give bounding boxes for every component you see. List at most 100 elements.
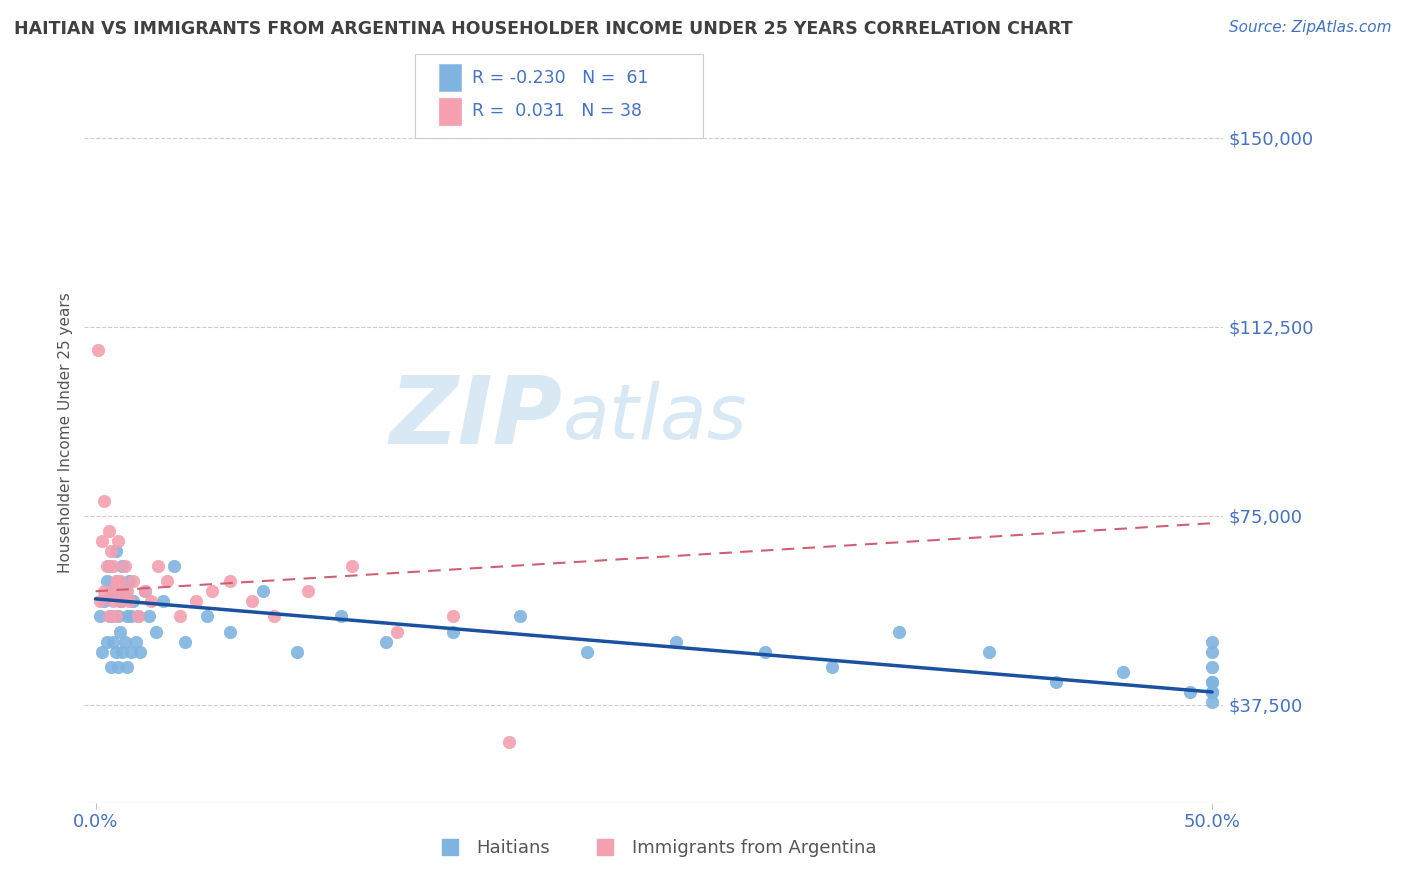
Point <box>146 559 169 574</box>
Point <box>100 584 122 599</box>
Point <box>134 584 156 599</box>
Point <box>127 609 149 624</box>
Point <box>195 609 218 624</box>
Point <box>107 574 129 589</box>
Text: R =  0.031   N = 38: R = 0.031 N = 38 <box>472 103 643 120</box>
Point <box>103 559 125 574</box>
Point <box>118 574 141 589</box>
Point <box>1201 660 1223 674</box>
Point <box>120 609 142 624</box>
Point <box>575 645 598 659</box>
Point <box>218 624 240 639</box>
Point <box>96 574 118 589</box>
Point <box>184 594 207 608</box>
Point <box>91 533 114 548</box>
Point <box>122 574 145 589</box>
Point <box>89 609 111 624</box>
Point <box>114 559 136 574</box>
Point <box>1201 674 1223 689</box>
Text: atlas: atlas <box>562 381 747 455</box>
Point <box>107 584 129 599</box>
Point <box>173 634 195 648</box>
Point <box>97 524 120 538</box>
Point <box>330 609 353 624</box>
Point <box>96 634 118 648</box>
Point <box>145 624 167 639</box>
Point <box>1201 685 1223 699</box>
Point <box>108 574 131 589</box>
Point <box>385 624 408 639</box>
Point <box>104 574 127 589</box>
Point <box>977 645 1000 659</box>
Text: R = -0.230   N =  61: R = -0.230 N = 61 <box>472 69 650 87</box>
Point <box>97 559 120 574</box>
Point <box>103 634 125 648</box>
Point <box>134 584 156 599</box>
Point <box>93 594 115 608</box>
Point <box>218 574 240 589</box>
Point <box>1045 674 1067 689</box>
Point <box>498 735 520 749</box>
Point <box>111 645 134 659</box>
Point <box>1178 685 1201 699</box>
Point <box>252 584 274 599</box>
Point <box>263 609 285 624</box>
Point <box>754 645 776 659</box>
Point <box>120 645 142 659</box>
Point <box>342 559 364 574</box>
Point <box>91 645 114 659</box>
Point <box>104 645 127 659</box>
Point <box>1201 674 1223 689</box>
Text: HAITIAN VS IMMIGRANTS FROM ARGENTINA HOUSEHOLDER INCOME UNDER 25 YEARS CORRELATI: HAITIAN VS IMMIGRANTS FROM ARGENTINA HOU… <box>14 20 1073 37</box>
Point <box>285 645 308 659</box>
Point <box>103 594 125 608</box>
Text: Source: ZipAtlas.com: Source: ZipAtlas.com <box>1229 20 1392 35</box>
Point <box>100 609 122 624</box>
Point <box>100 660 122 674</box>
Point <box>111 559 134 574</box>
Point <box>201 584 224 599</box>
Point <box>1112 665 1135 679</box>
Point <box>108 624 131 639</box>
Point <box>107 609 129 624</box>
Point <box>115 609 138 624</box>
Point <box>114 634 136 648</box>
Point <box>122 594 145 608</box>
Point <box>374 634 396 648</box>
Point <box>127 609 149 624</box>
Point <box>138 609 160 624</box>
Point <box>129 645 152 659</box>
Point <box>1201 634 1223 648</box>
Point <box>141 594 163 608</box>
Point <box>114 584 136 599</box>
Point <box>509 609 531 624</box>
Point <box>441 609 464 624</box>
Point <box>115 660 138 674</box>
Text: ZIP: ZIP <box>389 372 562 464</box>
Point <box>104 609 127 624</box>
Point <box>156 574 179 589</box>
Point <box>97 609 120 624</box>
Legend: Haitians, Immigrants from Argentina: Haitians, Immigrants from Argentina <box>425 831 883 864</box>
Point <box>104 544 127 558</box>
Point <box>93 584 115 599</box>
Point <box>441 624 464 639</box>
Point <box>100 544 122 558</box>
Point <box>93 493 115 508</box>
Point <box>108 594 131 608</box>
Point <box>163 559 186 574</box>
Y-axis label: Householder Income Under 25 years: Householder Income Under 25 years <box>58 293 73 573</box>
Point <box>1201 685 1223 699</box>
Point <box>152 594 174 608</box>
Point <box>107 533 129 548</box>
Point <box>89 594 111 608</box>
Point <box>1201 695 1223 709</box>
Point <box>125 634 148 648</box>
Point <box>111 594 134 608</box>
Point <box>240 594 263 608</box>
Point <box>87 343 110 357</box>
Point <box>107 660 129 674</box>
Point <box>297 584 319 599</box>
Point <box>169 609 191 624</box>
Point <box>96 559 118 574</box>
